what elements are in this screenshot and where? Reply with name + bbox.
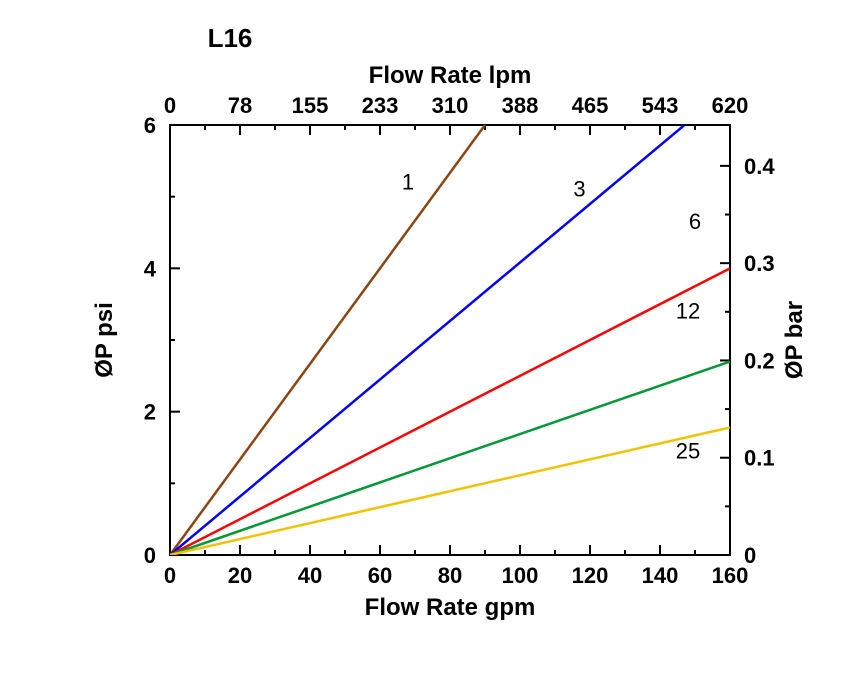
x-bottom-tick: 80: [438, 563, 462, 588]
x-top-tick: 310: [432, 93, 469, 118]
series-label-12: 12: [676, 299, 700, 324]
series-label-3: 3: [573, 177, 585, 202]
series-label-25: 25: [676, 438, 700, 463]
y-right-tick: 0.4: [744, 154, 775, 179]
series-label-6: 6: [689, 209, 701, 234]
x-bottom-tick: 100: [502, 563, 539, 588]
chart-title: L16: [208, 23, 253, 53]
x-top-tick: 620: [712, 93, 749, 118]
series-label-1: 1: [402, 170, 414, 195]
y-left-label: ØP psi: [91, 302, 118, 378]
y-right-tick: 0.1: [744, 446, 775, 471]
y-left-tick: 4: [144, 256, 157, 281]
x-top-tick: 388: [502, 93, 539, 118]
x-top-tick: 543: [642, 93, 679, 118]
x-top-label: Flow Rate lpm: [369, 62, 532, 89]
x-top-tick: 465: [572, 93, 609, 118]
series-1: [170, 125, 485, 555]
y-right-tick: 0: [744, 543, 756, 568]
x-top-tick: 155: [292, 93, 329, 118]
chart-container: 020406080100120140160Flow Rate gpm078155…: [40, 10, 840, 690]
y-right-label: ØP bar: [781, 301, 808, 379]
pressure-drop-chart: 020406080100120140160Flow Rate gpm078155…: [40, 10, 840, 690]
x-bottom-label: Flow Rate gpm: [365, 594, 536, 621]
x-bottom-tick: 20: [228, 563, 252, 588]
series-3: [170, 125, 685, 555]
x-bottom-tick: 120: [572, 563, 609, 588]
y-left-tick: 2: [144, 400, 156, 425]
series-12: [170, 362, 730, 556]
series-6: [170, 268, 730, 555]
x-bottom-tick: 60: [368, 563, 392, 588]
x-top-tick: 233: [362, 93, 399, 118]
series-25: [170, 427, 730, 555]
x-bottom-tick: 160: [712, 563, 749, 588]
y-left-tick: 0: [144, 543, 156, 568]
y-right-tick: 0.3: [744, 251, 775, 276]
x-bottom-tick: 0: [164, 563, 176, 588]
x-top-tick: 78: [228, 93, 252, 118]
x-top-tick: 0: [164, 93, 176, 118]
y-left-tick: 6: [144, 113, 156, 138]
x-bottom-tick: 40: [298, 563, 322, 588]
x-bottom-tick: 140: [642, 563, 679, 588]
y-right-tick: 0.2: [744, 348, 775, 373]
